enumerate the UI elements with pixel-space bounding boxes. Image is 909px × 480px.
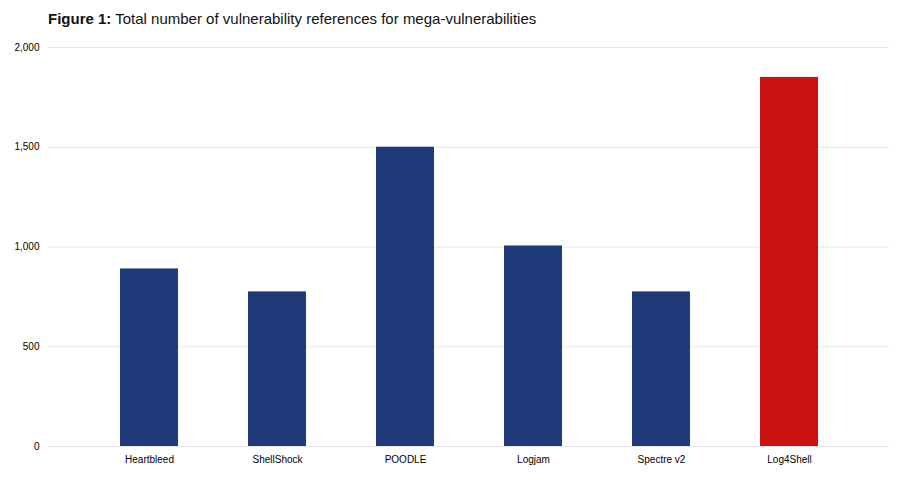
svg-text:1,500: 1,500 xyxy=(14,141,39,152)
svg-text:0: 0 xyxy=(34,441,40,452)
svg-text:Spectre v2: Spectre v2 xyxy=(638,454,686,465)
svg-text:2,000: 2,000 xyxy=(14,42,39,53)
svg-text:Heartbleed: Heartbleed xyxy=(125,454,174,465)
svg-text:1,000: 1,000 xyxy=(14,241,39,252)
svg-text:500: 500 xyxy=(23,341,40,352)
svg-text:POODLE: POODLE xyxy=(385,454,427,465)
svg-text:Log4Shell: Log4Shell xyxy=(767,454,811,465)
svg-text:Logjam: Logjam xyxy=(517,454,550,465)
html-text:Figure 1: Total number of vuln: Figure 1: Total number of vulnerability … xyxy=(48,10,537,27)
svg-text:ShellShock: ShellShock xyxy=(252,454,303,465)
